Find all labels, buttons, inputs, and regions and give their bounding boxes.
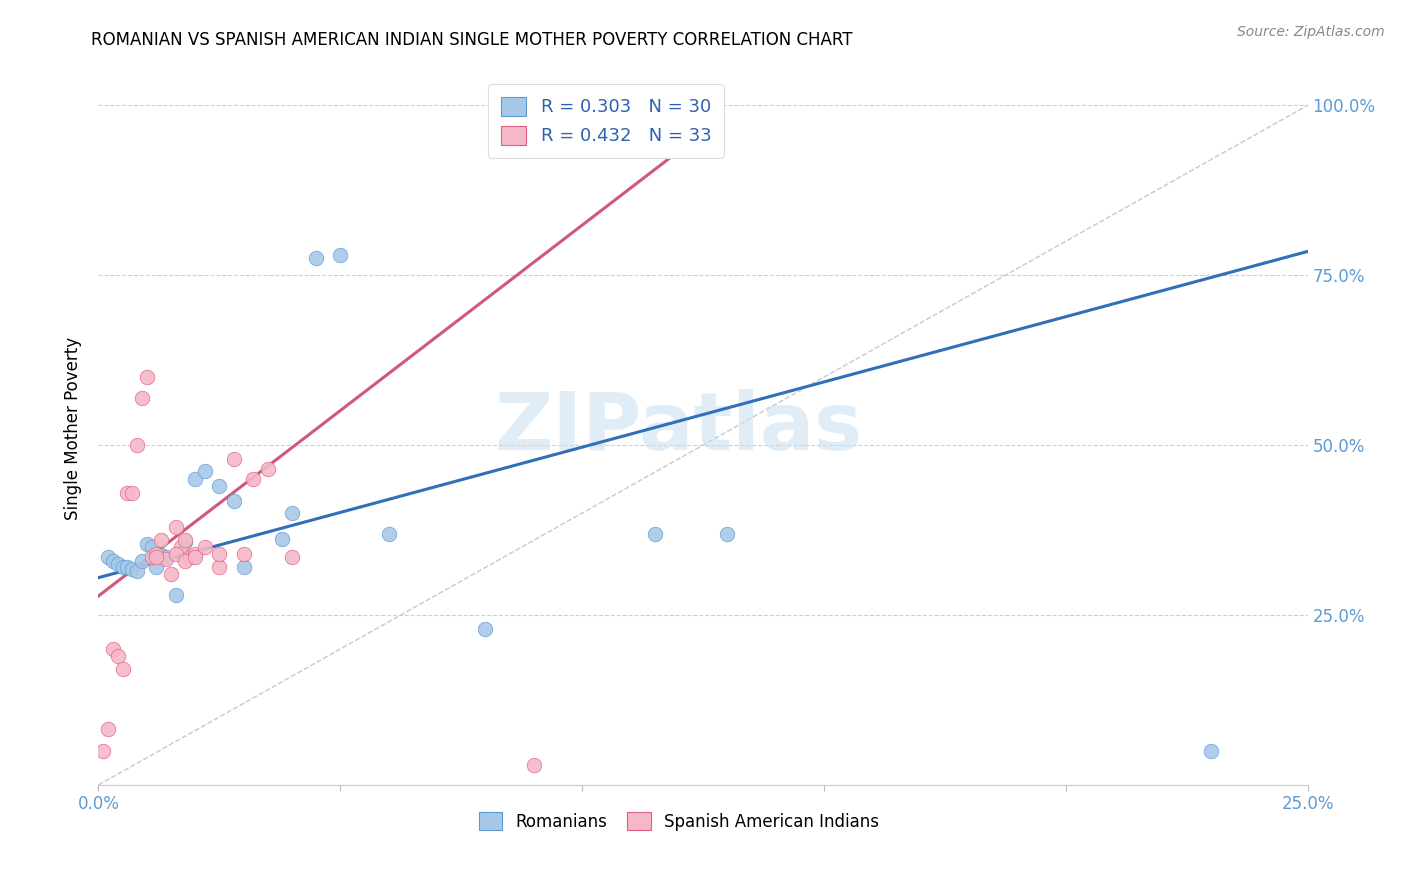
- Point: [101, 642, 124, 657]
- Point: [174, 534, 197, 549]
- Point: [174, 533, 197, 548]
- Point: [377, 526, 399, 541]
- Point: [644, 526, 666, 541]
- Point: [145, 550, 167, 565]
- Text: Source: ZipAtlas.com: Source: ZipAtlas.com: [1237, 25, 1385, 39]
- Point: [165, 588, 187, 602]
- Point: [232, 547, 254, 561]
- Point: [194, 540, 217, 554]
- Point: [127, 564, 149, 578]
- Y-axis label: Single Mother Poverty: Single Mother Poverty: [65, 336, 83, 520]
- Point: [474, 622, 496, 636]
- Point: [305, 252, 328, 266]
- Point: [222, 494, 245, 508]
- Point: [184, 547, 207, 561]
- Point: [107, 648, 129, 663]
- Point: [222, 451, 245, 466]
- Point: [141, 550, 163, 565]
- Point: [101, 554, 124, 568]
- Point: [145, 547, 167, 561]
- Point: [281, 506, 304, 520]
- Point: [131, 391, 153, 405]
- Point: [107, 557, 129, 571]
- Point: [174, 554, 197, 568]
- Point: [117, 485, 139, 500]
- Point: [155, 552, 177, 566]
- Point: [117, 560, 139, 574]
- Point: [91, 744, 114, 758]
- Point: [150, 533, 173, 548]
- Point: [111, 560, 134, 574]
- Point: [169, 540, 191, 554]
- Text: ZIPatlas: ZIPatlas: [495, 389, 863, 467]
- Point: [716, 526, 738, 541]
- Point: [111, 662, 134, 676]
- Point: [184, 472, 207, 486]
- Text: ROMANIAN VS SPANISH AMERICAN INDIAN SINGLE MOTHER POVERTY CORRELATION CHART: ROMANIAN VS SPANISH AMERICAN INDIAN SING…: [91, 31, 853, 49]
- Point: [571, 126, 593, 140]
- Point: [121, 485, 143, 500]
- Point: [165, 519, 187, 533]
- Point: [97, 550, 120, 565]
- Point: [194, 464, 217, 478]
- Point: [242, 472, 264, 486]
- Point: [1199, 744, 1222, 758]
- Point: [184, 550, 207, 565]
- Point: [97, 723, 120, 737]
- Point: [160, 567, 183, 582]
- Point: [155, 550, 177, 565]
- Point: [271, 532, 294, 546]
- Point: [127, 438, 149, 452]
- Point: [179, 550, 201, 565]
- Legend: Romanians, Spanish American Indians: Romanians, Spanish American Indians: [468, 802, 889, 841]
- Point: [256, 462, 278, 476]
- Point: [121, 562, 143, 576]
- Point: [165, 547, 187, 561]
- Point: [135, 370, 157, 384]
- Point: [131, 554, 153, 568]
- Point: [150, 548, 173, 562]
- Point: [329, 248, 352, 262]
- Point: [232, 560, 254, 574]
- Point: [208, 547, 231, 561]
- Point: [135, 537, 157, 551]
- Point: [523, 757, 546, 772]
- Point: [208, 479, 231, 493]
- Point: [141, 540, 163, 554]
- Point: [145, 560, 167, 574]
- Point: [281, 550, 304, 565]
- Point: [208, 560, 231, 574]
